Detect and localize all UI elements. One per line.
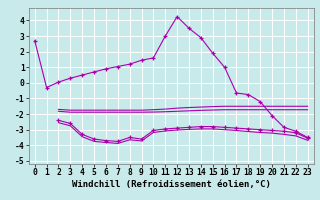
X-axis label: Windchill (Refroidissement éolien,°C): Windchill (Refroidissement éolien,°C) bbox=[72, 180, 271, 189]
